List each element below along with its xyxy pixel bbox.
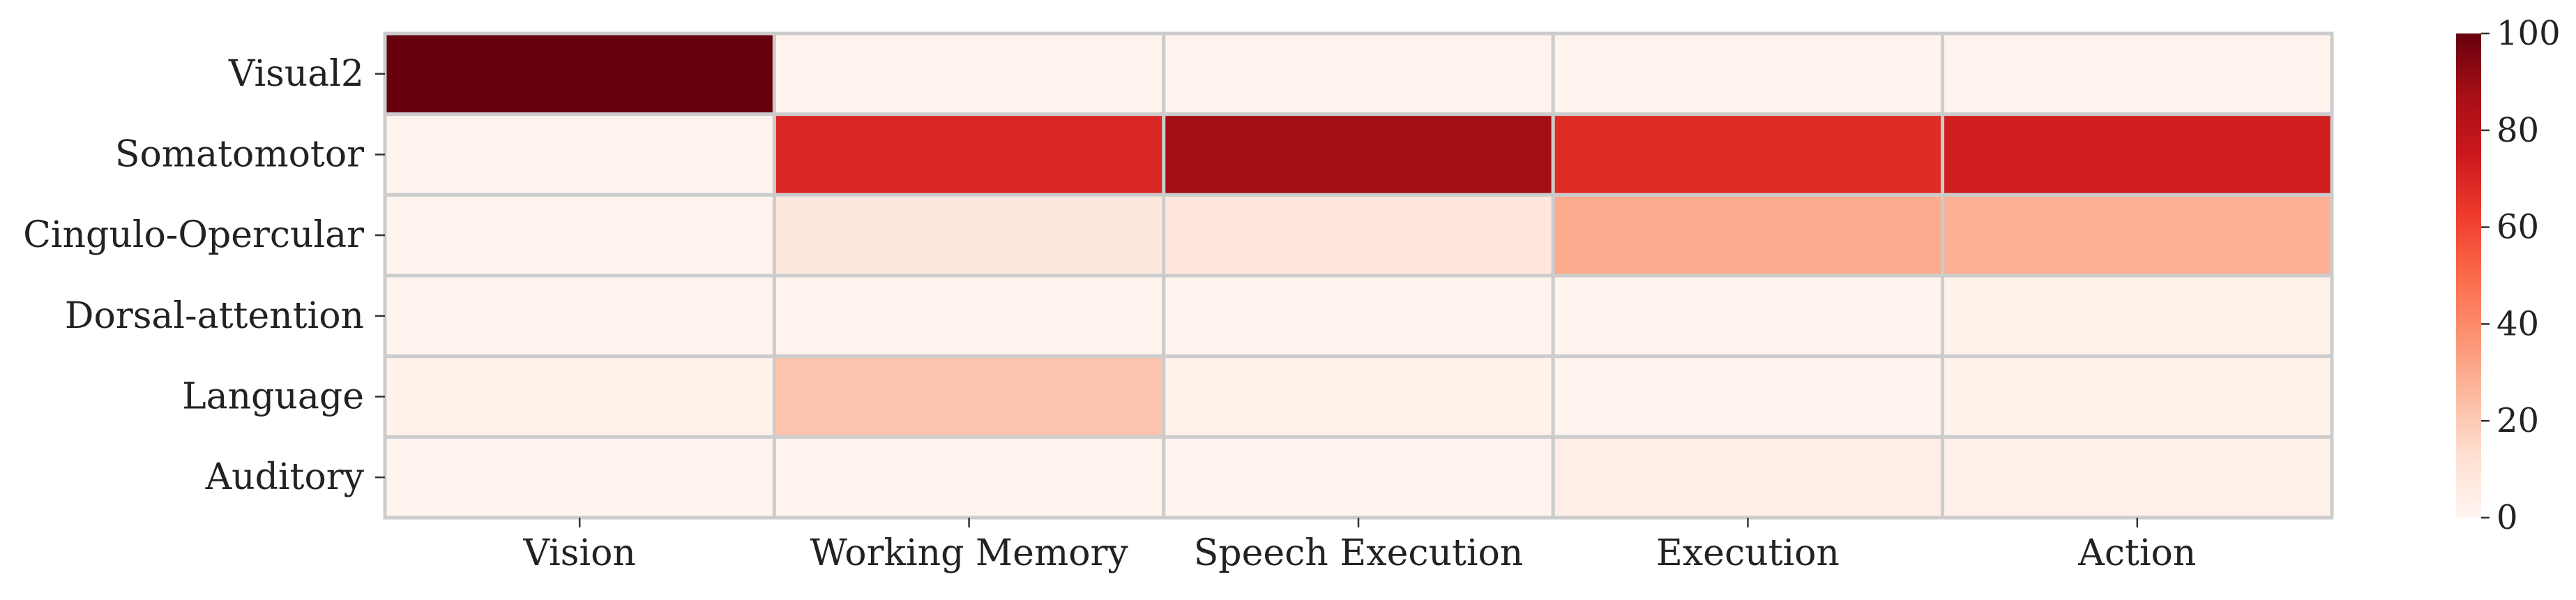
x-axis: Vision Working Memory Speech Execution Exec…: [523, 518, 2196, 574]
heatmap-cell: [1551, 193, 1945, 278]
heatmap-cell: [383, 273, 776, 359]
heatmap-cell: [1162, 112, 1555, 197]
heatmap-cell: [1941, 31, 2334, 117]
heatmap-cell: [1162, 273, 1555, 359]
x-tick-label: Execution: [1656, 532, 1840, 574]
y-tick-label: Auditory: [205, 456, 365, 498]
x-tick-label: Action: [2077, 532, 2196, 574]
colorbar-tick-label: 40: [2497, 304, 2539, 343]
colorbar-tick-label: 0: [2497, 498, 2518, 537]
heatmap-cell: [1162, 435, 1555, 520]
heatmap-cell: [772, 435, 1166, 520]
y-tick-label: Cingulo-Opercular: [23, 214, 364, 256]
heatmap-cell: [772, 273, 1166, 359]
heatmap-cell: [1551, 273, 1945, 359]
heatmap-cell: [772, 112, 1166, 197]
heatmap-cell: [383, 31, 776, 117]
heatmap-cell: [1551, 435, 1945, 520]
y-tick-label: Language: [182, 376, 364, 418]
y-tick-label: Somatomotor: [115, 134, 364, 176]
x-tick-label: Vision: [523, 532, 636, 574]
x-tick-label: Speech Execution: [1194, 532, 1524, 574]
heatmap-cell: [772, 354, 1166, 439]
heatmap-cell: [1551, 31, 1945, 117]
heatmap-cell: [383, 435, 776, 520]
y-tick-label: Dorsal-attention: [65, 295, 364, 337]
heatmap-cell: [383, 193, 776, 278]
heatmap-cell: [1551, 354, 1945, 439]
heatmap-cell: [1941, 193, 2334, 278]
heatmap-cell: [1551, 112, 1945, 197]
colorbar-gradient: [2456, 33, 2481, 518]
heatmap-cell: [1162, 354, 1555, 439]
colorbar-tick-label: 80: [2497, 111, 2539, 150]
colorbar-tick-label: 60: [2497, 208, 2539, 247]
y-axis: Visual2 Somatomotor Cingulo-Opercular Dorsa…: [23, 53, 385, 498]
heatmap-cell: [383, 354, 776, 439]
colorbar-tick-label: 100: [2497, 14, 2561, 53]
heatmap-cell: [772, 193, 1166, 278]
heatmap-cell: [1941, 112, 2334, 197]
heatmap-cell: [772, 31, 1166, 117]
colorbar: 0 20 40 60 80 100: [2456, 14, 2561, 537]
heatmap-cells: [383, 31, 2334, 520]
heatmap-cell: [1941, 354, 2334, 439]
heatmap-cell: [1162, 193, 1555, 278]
colorbar-tick-label: 20: [2497, 401, 2539, 440]
heatmap-cell: [1941, 435, 2334, 520]
heatmap-cell: [1162, 31, 1555, 117]
heatmap-cell: [383, 112, 776, 197]
y-tick-label: Visual2: [228, 53, 364, 95]
x-tick-label: Working Memory: [810, 532, 1128, 574]
heatmap-cell: [1941, 273, 2334, 359]
